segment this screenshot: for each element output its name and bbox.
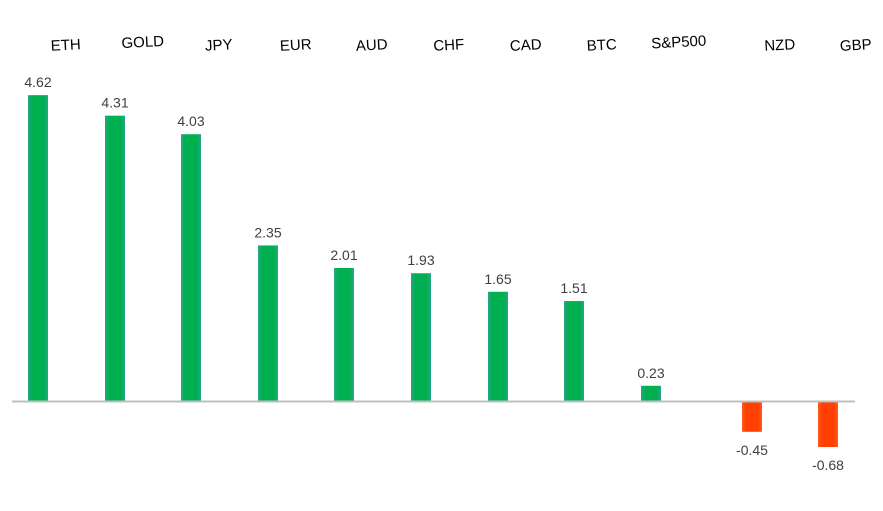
value-label-cad: 1.65 — [484, 271, 511, 287]
value-label-sp500: 0.23 — [637, 365, 664, 381]
value-label-eur: 2.35 — [254, 224, 281, 240]
value-label-jpy: 4.03 — [177, 113, 204, 129]
bar-cad — [488, 291, 508, 401]
bar-btc — [564, 301, 584, 401]
category-label-gold: GOLD — [121, 33, 165, 52]
value-label-chf: 1.93 — [407, 252, 434, 268]
value-label-nzd: -0.45 — [736, 442, 768, 458]
bar-sp500 — [641, 385, 661, 401]
bar-jpy — [181, 134, 201, 402]
category-label-chf: CHF — [433, 36, 465, 55]
category-label-sp500: S&P500 — [651, 33, 707, 53]
bar-gold — [105, 115, 125, 401]
category-label-eur: EUR — [280, 36, 313, 55]
category-label-nzd: NZD — [764, 36, 796, 55]
bar-eur — [258, 245, 278, 401]
bar-gbp — [818, 402, 838, 448]
value-label-gold: 4.31 — [101, 95, 128, 111]
bar-aud — [334, 267, 354, 401]
category-label-cad: CAD — [510, 36, 543, 55]
category-label-btc: BTC — [586, 36, 617, 55]
category-label-jpy: JPY — [205, 36, 233, 54]
value-label-gbp: -0.68 — [812, 457, 844, 473]
bar-eth — [28, 95, 48, 401]
value-label-btc: 1.51 — [560, 280, 587, 296]
bar-chf — [411, 273, 431, 401]
category-label-eth: ETH — [50, 36, 81, 55]
bar-nzd — [742, 402, 762, 432]
value-label-aud: 2.01 — [330, 247, 357, 263]
category-label-gbp: GBP — [839, 36, 872, 55]
category-label-aud: AUD — [356, 36, 389, 55]
value-label-eth: 4.62 — [24, 74, 51, 90]
